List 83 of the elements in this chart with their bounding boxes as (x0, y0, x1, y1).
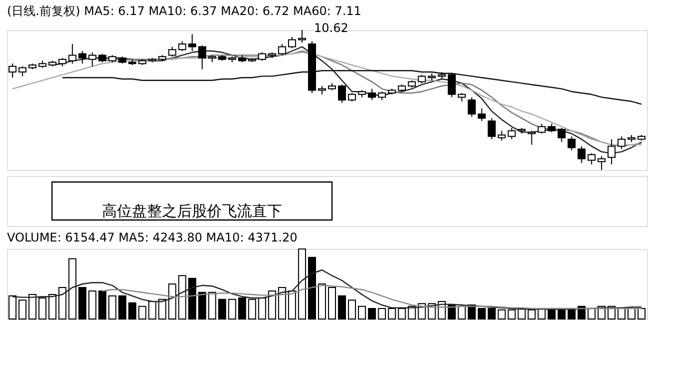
bar (98, 290, 106, 320)
bar (508, 309, 516, 320)
bar (358, 306, 366, 320)
candlestick (278, 44, 286, 56)
candlestick (168, 46, 176, 58)
bar (228, 298, 236, 320)
bar (368, 308, 376, 320)
candlestick (18, 66, 26, 77)
bar (298, 248, 306, 320)
bar (218, 298, 226, 320)
bar (248, 298, 256, 320)
bar (28, 294, 36, 320)
bar (318, 284, 326, 320)
bar (328, 287, 336, 320)
bar (638, 308, 646, 320)
candlestick (568, 136, 576, 151)
candlestick (528, 130, 536, 146)
candlestick (618, 136, 626, 150)
bar (588, 308, 596, 320)
candlestick (178, 40, 186, 52)
candlestick (588, 152, 596, 165)
bar (458, 306, 466, 320)
candlestick (598, 156, 606, 170)
bar (8, 295, 16, 320)
bar (398, 308, 406, 320)
candlestick (338, 84, 346, 104)
bar (548, 309, 556, 320)
bar (198, 292, 206, 320)
bar (348, 300, 356, 320)
candlestick (488, 118, 496, 140)
candlestick (8, 63, 16, 78)
chart-title: VOLUME: 6154.47 MA5: 4243.80 MA10: 4371.20 (7, 230, 298, 244)
candlestick (538, 123, 546, 134)
bar (448, 304, 456, 320)
candlestick (448, 72, 456, 98)
candlestick (558, 128, 566, 142)
bar (178, 275, 186, 320)
text: 高位盘整之后股价飞流直下 (102, 202, 282, 220)
candlestick (88, 52, 96, 67)
bar (288, 290, 296, 320)
candlestick (468, 96, 476, 118)
bar (558, 309, 566, 320)
bar (278, 287, 286, 320)
candlestick (368, 88, 376, 100)
bar (528, 309, 536, 320)
bar (68, 258, 76, 320)
bar (38, 298, 46, 320)
bar (88, 290, 96, 320)
bar (378, 308, 386, 320)
bar (18, 300, 26, 320)
bar (148, 301, 156, 320)
bar (118, 295, 126, 320)
bar (138, 306, 146, 320)
candlestick (198, 44, 206, 70)
bar (78, 287, 86, 320)
bar (258, 298, 266, 320)
bar (268, 290, 276, 320)
bar (188, 278, 196, 320)
candlestick (68, 44, 76, 64)
bar (618, 308, 626, 320)
bar (308, 256, 316, 320)
candlestick (578, 146, 586, 164)
candlestick (78, 50, 86, 64)
bar (628, 308, 636, 320)
candlestick (288, 36, 296, 49)
bar (108, 295, 116, 320)
bar (128, 302, 136, 320)
candlestick (498, 130, 506, 142)
candlestick (478, 108, 486, 122)
bar (208, 292, 216, 320)
bar (48, 294, 56, 320)
chart-title: (日线.前复权) MA5: 6.17 MA10: 6.37 MA20: 6.72 MA60: 7.11 (7, 4, 362, 18)
bar (58, 287, 66, 320)
candlestick (608, 138, 616, 165)
candlestick (298, 30, 306, 44)
bar (238, 298, 246, 320)
bar (498, 309, 506, 320)
candlestick (188, 34, 196, 52)
bar (388, 308, 396, 320)
candlestick (508, 128, 516, 140)
bar (338, 295, 346, 320)
annotation: 10.62 (314, 21, 348, 35)
bar (578, 306, 586, 320)
